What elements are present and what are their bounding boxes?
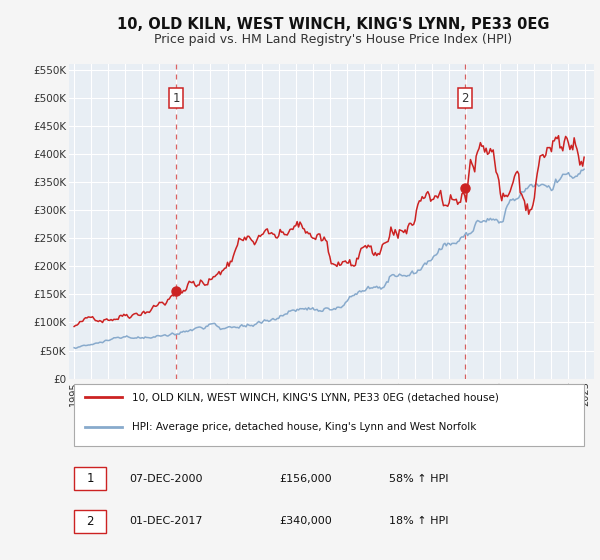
FancyBboxPatch shape	[74, 467, 106, 490]
Text: HPI: Average price, detached house, King's Lynn and West Norfolk: HPI: Average price, detached house, King…	[132, 422, 476, 432]
Text: 07-DEC-2000: 07-DEC-2000	[130, 474, 203, 484]
FancyBboxPatch shape	[74, 384, 583, 446]
Text: 1: 1	[173, 91, 180, 105]
FancyBboxPatch shape	[74, 510, 106, 533]
Text: 10, OLD KILN, WEST WINCH, KING'S LYNN, PE33 0EG: 10, OLD KILN, WEST WINCH, KING'S LYNN, P…	[117, 17, 549, 31]
Text: £156,000: £156,000	[279, 474, 332, 484]
Text: 01-DEC-2017: 01-DEC-2017	[130, 516, 203, 526]
Text: Price paid vs. HM Land Registry's House Price Index (HPI): Price paid vs. HM Land Registry's House …	[154, 32, 512, 46]
Text: 2: 2	[461, 91, 469, 105]
Text: £340,000: £340,000	[279, 516, 332, 526]
Text: 2: 2	[86, 515, 94, 528]
Text: 10, OLD KILN, WEST WINCH, KING'S LYNN, PE33 0EG (detached house): 10, OLD KILN, WEST WINCH, KING'S LYNN, P…	[132, 393, 499, 402]
Text: 58% ↑ HPI: 58% ↑ HPI	[389, 474, 449, 484]
Text: 18% ↑ HPI: 18% ↑ HPI	[389, 516, 449, 526]
Text: 1: 1	[86, 472, 94, 485]
